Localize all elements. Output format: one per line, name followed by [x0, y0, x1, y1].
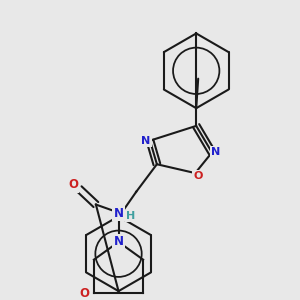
Text: H: H	[126, 212, 135, 221]
Text: O: O	[79, 286, 89, 300]
Text: O: O	[194, 171, 203, 181]
Text: N: N	[113, 236, 124, 248]
Text: N: N	[141, 136, 151, 146]
Text: O: O	[68, 178, 78, 191]
Text: N: N	[113, 207, 124, 220]
Text: N: N	[211, 147, 220, 158]
